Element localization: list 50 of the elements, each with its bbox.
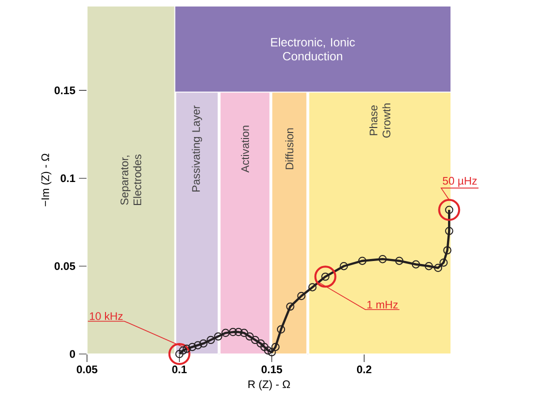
band-label: Passivating Layer bbox=[192, 105, 202, 192]
point bbox=[440, 258, 448, 267]
annotation: 10 kHz bbox=[90, 312, 123, 320]
point bbox=[221, 328, 230, 338]
y-tick-label: 0.1 bbox=[60, 174, 76, 182]
point bbox=[188, 342, 196, 352]
point bbox=[251, 336, 260, 344]
point bbox=[214, 332, 222, 341]
band-label: Phase Growth bbox=[369, 104, 390, 138]
point bbox=[271, 342, 280, 352]
x-tick-label: 0.05 bbox=[76, 366, 98, 374]
point bbox=[297, 292, 306, 300]
point bbox=[260, 342, 268, 352]
point bbox=[424, 262, 433, 270]
point bbox=[443, 246, 452, 254]
point bbox=[240, 328, 248, 338]
point bbox=[182, 344, 191, 353]
point bbox=[412, 260, 420, 268]
x-axis-title: R (Z) - Ω bbox=[248, 380, 290, 390]
point bbox=[264, 346, 272, 355]
point bbox=[234, 328, 243, 336]
x-tick-label: 0.2 bbox=[356, 366, 372, 374]
y-tick-label: 0.15 bbox=[54, 86, 76, 94]
point bbox=[286, 302, 294, 311]
point bbox=[434, 264, 442, 272]
x-tick-label: 0.15 bbox=[262, 366, 282, 374]
band-label: Diffusion bbox=[285, 128, 294, 170]
band-label: Activation bbox=[240, 126, 250, 173]
point bbox=[268, 348, 276, 356]
x-tick-label: 0.1 bbox=[172, 366, 187, 374]
y-tick-label: 0 bbox=[70, 350, 76, 358]
annotation: 50 µHz bbox=[442, 176, 477, 187]
band-label: Separator, Electrodes bbox=[120, 154, 142, 205]
point bbox=[276, 325, 286, 334]
point bbox=[246, 332, 254, 341]
point bbox=[340, 262, 348, 270]
point bbox=[228, 328, 238, 336]
band-label: Electronic, Ionic Conduction bbox=[271, 38, 355, 60]
point bbox=[358, 256, 366, 265]
point bbox=[256, 339, 265, 348]
y-axis-title: −Im (Z) - Ω bbox=[41, 154, 52, 206]
point bbox=[194, 341, 202, 350]
point bbox=[206, 336, 215, 344]
point bbox=[199, 339, 208, 348]
y-tick-label: 0.05 bbox=[54, 262, 76, 270]
point bbox=[378, 254, 387, 264]
point bbox=[395, 256, 404, 265]
point bbox=[445, 226, 454, 236]
annotation: 1 mHz bbox=[367, 300, 398, 308]
point bbox=[308, 283, 317, 292]
